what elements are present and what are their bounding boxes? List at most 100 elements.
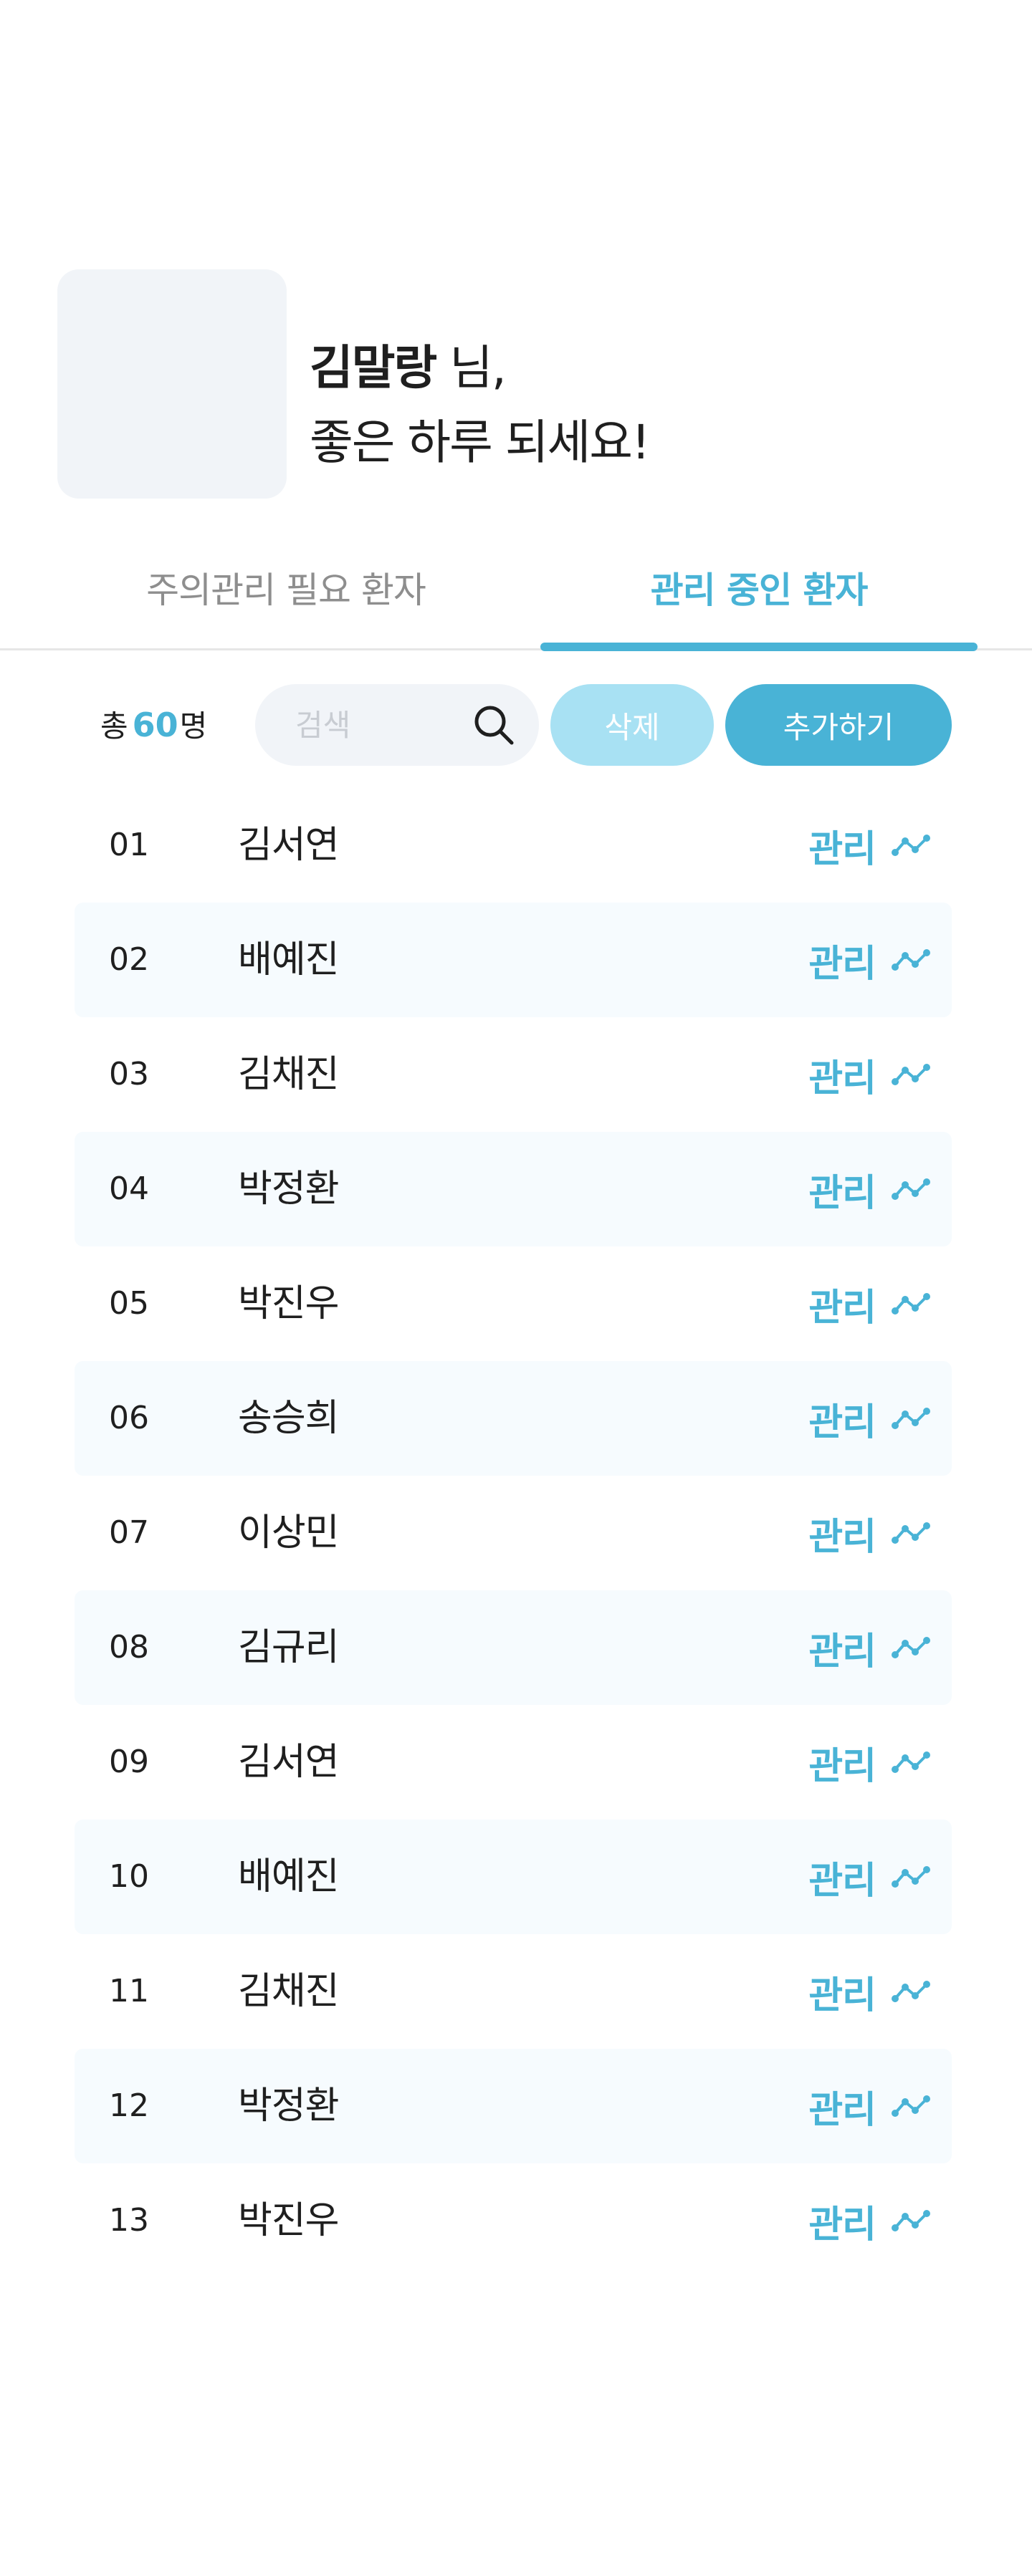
manage-label: 관리	[808, 2203, 876, 2246]
patient-number: 05	[109, 1285, 149, 1322]
manage-label: 관리	[808, 1171, 876, 1215]
patient-row[interactable]: 13 박진우 관리	[75, 2163, 952, 2278]
trend-line-icon	[892, 1178, 930, 1200]
manage-button[interactable]: 관리	[808, 1934, 930, 2049]
trend-line-icon	[892, 1293, 930, 1315]
patient-row[interactable]: 02 배예진 관리	[75, 903, 952, 1017]
manage-label: 관리	[808, 1057, 876, 1100]
patient-name: 김채진	[238, 1970, 340, 2013]
manage-button[interactable]: 관리	[808, 1476, 930, 1590]
patient-name: 김채진	[238, 1053, 340, 1096]
manage-label: 관리	[808, 1515, 876, 1559]
patient-name: 박정환	[238, 1168, 340, 1211]
manage-label: 관리	[808, 2088, 876, 2132]
patient-number: 06	[109, 1400, 149, 1436]
manage-button[interactable]: 관리	[808, 1246, 930, 1361]
tab-managed-patients[interactable]: 관리 중인 환자	[650, 569, 869, 611]
trend-line-icon	[892, 1637, 930, 1658]
search-icon[interactable]	[470, 701, 517, 749]
avatar[interactable]	[57, 269, 287, 499]
manage-label: 관리	[808, 827, 876, 871]
patient-name: 송승희	[238, 1397, 340, 1440]
patient-name: 김규리	[238, 1626, 340, 1669]
patient-name: 박진우	[238, 2199, 340, 2242]
trend-line-icon	[892, 2095, 930, 2117]
manage-label: 관리	[808, 942, 876, 986]
user-name: 김말랑	[310, 340, 437, 395]
total-count-value: 60	[132, 706, 178, 744]
patient-name: 박정환	[238, 2085, 340, 2128]
patient-row[interactable]: 04 박정환 관리	[75, 1132, 952, 1246]
manage-button[interactable]: 관리	[808, 2049, 930, 2163]
manage-button[interactable]: 관리	[808, 903, 930, 1017]
trend-line-icon	[892, 1981, 930, 2002]
patient-number: 10	[109, 1858, 149, 1895]
trend-line-icon	[892, 1064, 930, 1085]
trend-line-icon	[892, 1866, 930, 1888]
patient-number: 12	[109, 2087, 149, 2124]
patient-row[interactable]: 01 김서연 관리	[75, 788, 952, 903]
manage-label: 관리	[808, 1744, 876, 1788]
search-box	[255, 684, 539, 766]
patient-number: 09	[109, 1744, 149, 1780]
patient-name: 김서연	[238, 1741, 340, 1784]
tab-attention-needed[interactable]: 주의관리 필요 환자	[146, 569, 426, 611]
manage-button[interactable]: 관리	[808, 1132, 930, 1246]
manage-button[interactable]: 관리	[808, 1590, 930, 1705]
trend-line-icon	[892, 1751, 930, 1773]
patient-number: 02	[109, 941, 149, 978]
patient-name: 김서연	[238, 824, 340, 867]
manage-label: 관리	[808, 1859, 876, 1903]
patient-row[interactable]: 05 박진우 관리	[75, 1246, 952, 1361]
active-tab-indicator	[540, 643, 978, 651]
patient-number: 01	[109, 827, 149, 863]
manage-button[interactable]: 관리	[808, 1820, 930, 1934]
patient-number: 11	[109, 1973, 149, 2009]
patient-name: 배예진	[238, 1855, 340, 1898]
add-button[interactable]: 추가하기	[725, 684, 952, 766]
trend-line-icon	[892, 1522, 930, 1544]
total-suffix: 명	[179, 708, 208, 744]
patient-row[interactable]: 09 김서연 관리	[75, 1705, 952, 1820]
trend-line-icon	[892, 2210, 930, 2231]
manage-label: 관리	[808, 1400, 876, 1444]
greeting-line-1: 김말랑 님,	[310, 331, 649, 405]
search-input[interactable]	[295, 684, 467, 766]
manage-button[interactable]: 관리	[808, 1017, 930, 1132]
total-prefix: 총	[100, 708, 128, 744]
patient-row[interactable]: 07 이상민 관리	[75, 1476, 952, 1590]
trend-line-icon	[892, 835, 930, 856]
patient-name: 이상민	[238, 1512, 340, 1554]
patient-name: 배예진	[238, 938, 340, 981]
manage-button[interactable]: 관리	[808, 1705, 930, 1820]
trend-line-icon	[892, 1408, 930, 1429]
manage-label: 관리	[808, 1630, 876, 1673]
user-name-suffix: 님,	[436, 340, 507, 395]
greeting: 김말랑 님, 좋은 하루 되세요!	[310, 331, 650, 480]
patient-row[interactable]: 03 김채진 관리	[75, 1017, 952, 1132]
greeting-message: 좋은 하루 되세요!	[310, 415, 650, 470]
manage-button[interactable]: 관리	[808, 788, 930, 903]
patient-row[interactable]: 12 박정환 관리	[75, 2049, 952, 2163]
manage-label: 관리	[808, 1286, 876, 1330]
patient-number: 07	[109, 1514, 149, 1551]
trend-line-icon	[892, 949, 930, 971]
manage-button[interactable]: 관리	[808, 2163, 930, 2278]
profile-section: 김말랑 님, 좋은 하루 되세요!	[57, 269, 975, 499]
patient-row[interactable]: 08 김규리 관리	[75, 1590, 952, 1705]
total-count: 총 60명	[100, 684, 207, 766]
patient-list: 01 김서연 관리 02 배예진 관리 03 김채진 관리 04 박정환 관리 05 박진우 관리 06 송승희…	[75, 788, 952, 2278]
patient-number: 08	[109, 1629, 149, 1666]
patient-number: 04	[109, 1171, 149, 1207]
patient-number: 13	[109, 2202, 149, 2239]
delete-button[interactable]: 삭제	[550, 684, 714, 766]
manage-label: 관리	[808, 1974, 876, 2017]
patient-row[interactable]: 06 송승희 관리	[75, 1361, 952, 1476]
patient-tabs: 주의관리 필요 환자 관리 중인 환자	[0, 544, 1032, 650]
patient-name: 박진우	[238, 1282, 340, 1325]
manage-button[interactable]: 관리	[808, 1361, 930, 1476]
patient-number: 03	[109, 1056, 149, 1092]
patient-row[interactable]: 11 김채진 관리	[75, 1934, 952, 2049]
patient-row[interactable]: 10 배예진 관리	[75, 1820, 952, 1934]
